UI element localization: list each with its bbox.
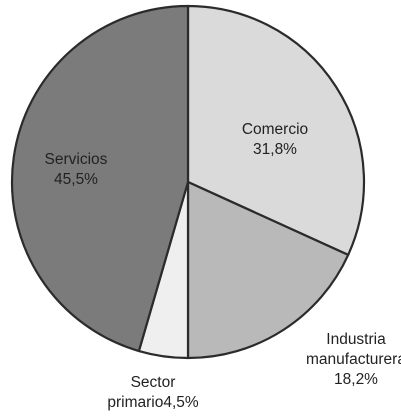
slice-label-line: Comercio	[242, 121, 308, 138]
pie-slice-servicios	[10, 4, 190, 353]
slice-label-servicios: Servicios 45,5%	[45, 151, 108, 188]
slice-label-sector-primario: Sector primario4,5%	[107, 374, 199, 411]
slice-label-line: 18,2%	[334, 371, 378, 388]
slice-label-line: 45,5%	[54, 171, 98, 188]
slice-label-industria-manufacturera: Industria manufacturera 18,2%	[306, 331, 401, 388]
pie-slices	[10, 4, 366, 360]
pie-slice-industria-manufacturera	[186, 180, 350, 360]
pie-labels: Comercio 31,8% Industria manufacturera 18,2%…	[45, 121, 401, 411]
slice-label-line: Industria	[326, 331, 386, 348]
slice-label-line: Servicios	[45, 151, 108, 168]
slice-label-line: Sector	[131, 374, 176, 391]
pie-slice-comercio	[186, 4, 366, 257]
slice-label-line: manufacturera	[306, 351, 401, 368]
slice-label-line: primario4,5%	[107, 394, 199, 411]
slice-label-comercio: Comercio 31,8%	[242, 121, 308, 158]
slice-label-line: 31,8%	[253, 141, 297, 158]
